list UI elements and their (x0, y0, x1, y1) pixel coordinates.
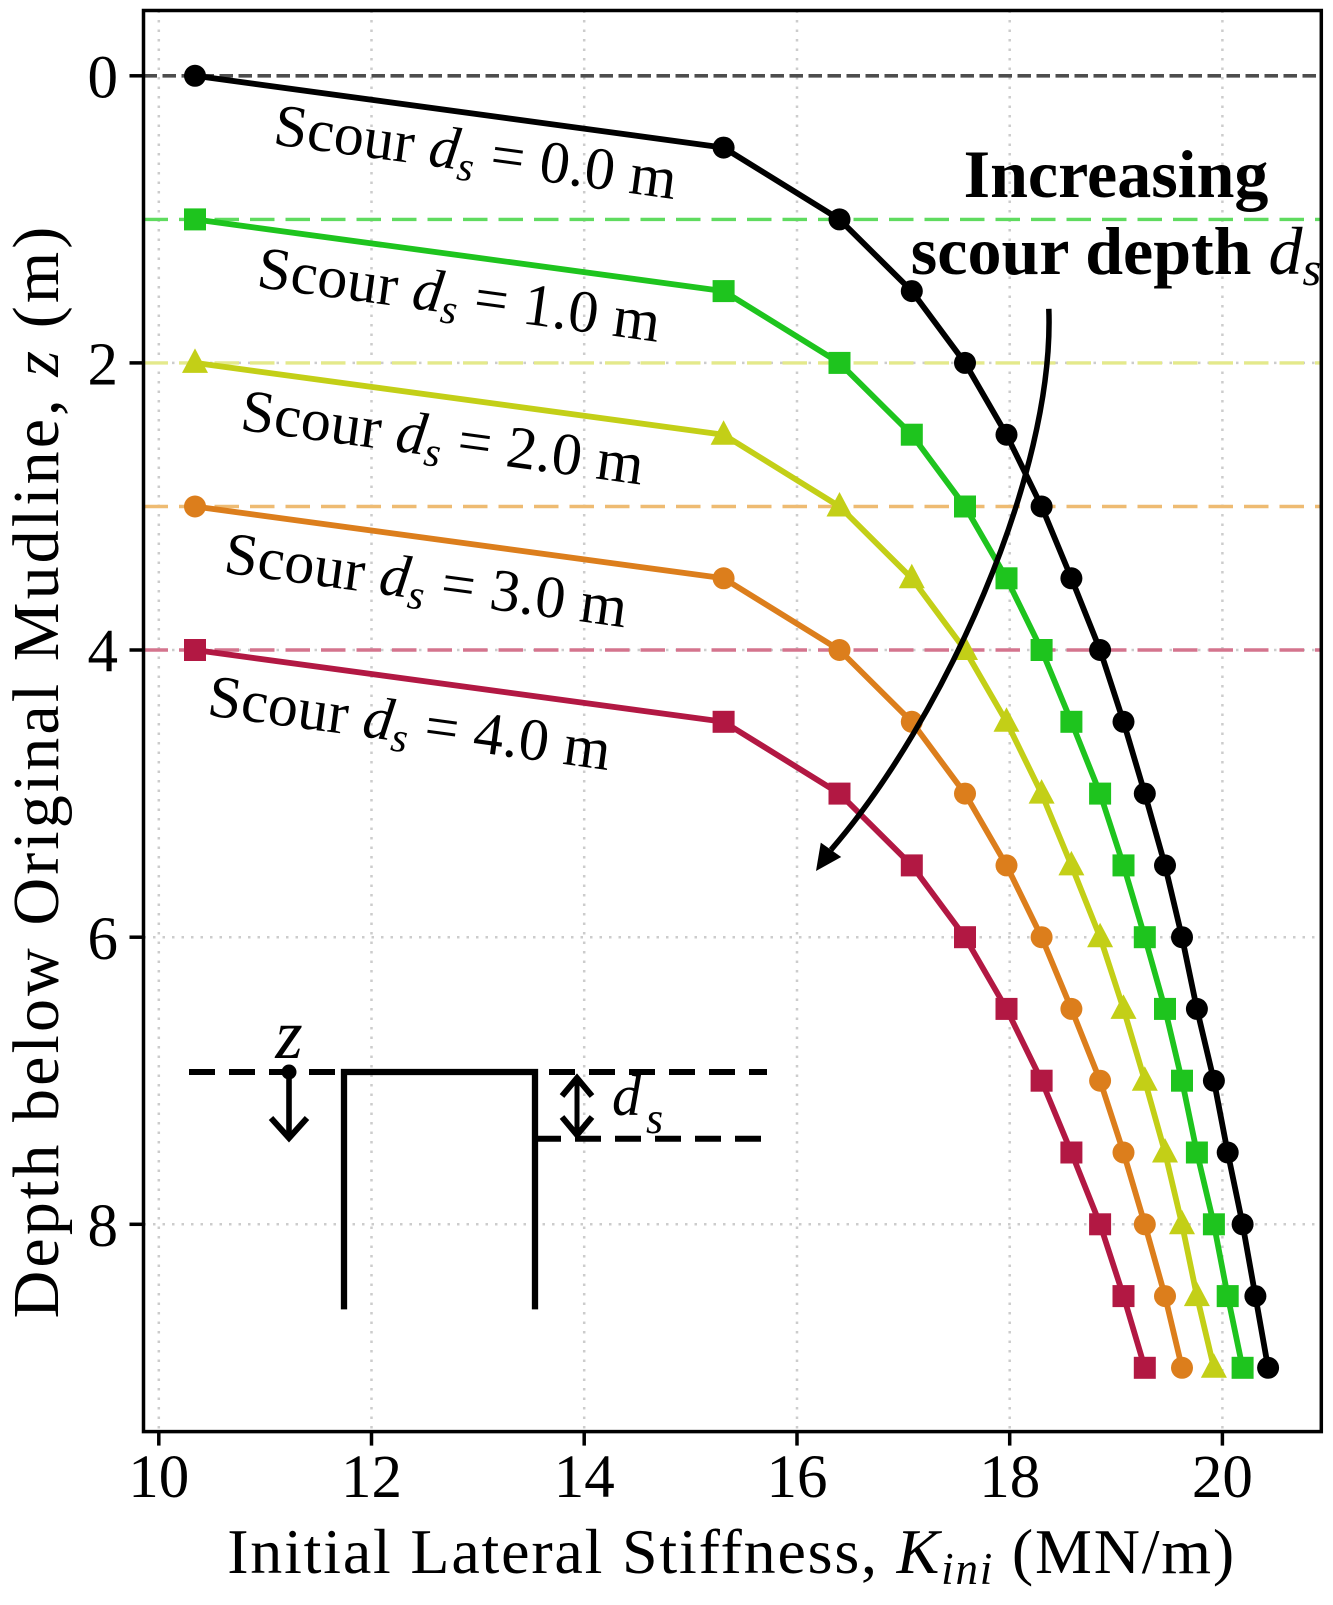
svg-text:s: s (646, 1094, 663, 1143)
svg-text:6: 6 (88, 906, 119, 973)
svg-text:18: 18 (979, 1444, 1040, 1511)
svg-text:10: 10 (128, 1444, 189, 1511)
svg-text:d: d (612, 1063, 642, 1128)
svg-text:16: 16 (767, 1444, 828, 1511)
svg-text:8: 8 (88, 1193, 119, 1260)
svg-text:z: z (274, 997, 302, 1074)
svg-text:0: 0 (88, 44, 119, 111)
svg-text:12: 12 (341, 1444, 402, 1511)
svg-text:20: 20 (1192, 1444, 1253, 1511)
svg-text:Depth below Original Mudline,: Depth below Original Mudline, z (m) (0, 224, 73, 1319)
svg-text:Initial Lateral Stiffness, Kin: Initial Lateral Stiffness, Kini (MN/m) (227, 1516, 1236, 1594)
svg-text:2: 2 (88, 332, 119, 399)
svg-text:4: 4 (88, 619, 119, 686)
svg-text:Increasing: Increasing (964, 136, 1269, 212)
svg-text:14: 14 (554, 1444, 615, 1511)
svg-text:scour depth ds: scour depth ds (911, 213, 1321, 296)
